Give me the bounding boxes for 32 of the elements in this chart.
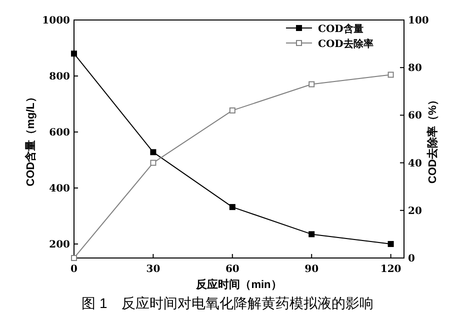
y2-axis-title: COD去除率（%）: [426, 94, 439, 184]
y2-tick-label: 40: [408, 158, 422, 170]
x-tick-label: 30: [146, 264, 160, 275]
x-tick-label: 0: [70, 264, 78, 275]
point: [150, 149, 156, 156]
legend-label: COD含量: [318, 23, 364, 35]
y-axis-title: COD含量（mg/L）: [24, 92, 37, 186]
point: [150, 160, 156, 166]
point: [388, 72, 394, 78]
point: [71, 50, 77, 57]
y-tick-label: 200: [49, 240, 70, 250]
legend-label: COD去除率: [318, 38, 374, 50]
text: 图 1 反应时间对电氧化降解黄药模拟液的影响: [82, 295, 374, 311]
y-tick-label: 600: [49, 128, 70, 138]
y2-tick-label: 100: [408, 16, 429, 26]
x-tick-label: 90: [304, 264, 319, 275]
x-axis-title: 反应时间（min）: [195, 278, 282, 291]
point: [71, 255, 77, 261]
y2-tick-label: 0: [408, 254, 415, 264]
point: [388, 241, 394, 247]
y-tick-label: 1000: [42, 16, 70, 26]
point: [229, 204, 236, 210]
point: [229, 107, 236, 114]
y-tick-label: 800: [49, 72, 70, 82]
point: [308, 81, 315, 88]
x-tick-label: 60: [225, 264, 240, 275]
y2-tick-label: 80: [408, 63, 422, 74]
y2-tick-label: 20: [408, 206, 422, 217]
y2-tick-label: 60: [408, 110, 422, 122]
x-tick-label: 120: [380, 264, 402, 275]
point: [308, 231, 315, 238]
y-tick-label: 400: [49, 184, 70, 194]
